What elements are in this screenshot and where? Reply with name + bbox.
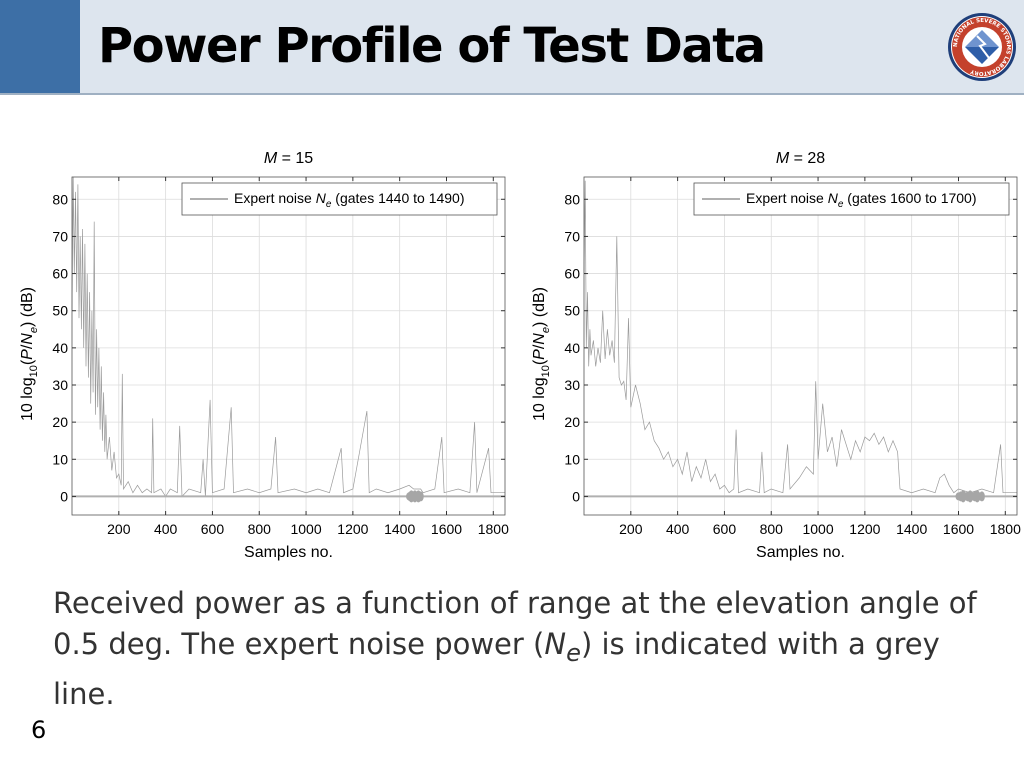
x-tick-label: 400: [154, 521, 178, 537]
plot-area: [584, 177, 1017, 515]
x-tick-label: 1200: [337, 521, 368, 537]
noise-gate-point: [417, 491, 424, 502]
y-tick-label: 30: [564, 377, 580, 393]
slide-title: Power Profile of Test Data: [98, 18, 766, 74]
y-tick-label: 70: [564, 228, 580, 244]
y-tick-label: 50: [52, 303, 68, 319]
y-tick-label: 30: [52, 377, 68, 393]
x-tick-label: 200: [619, 521, 643, 537]
y-tick-label: 80: [564, 191, 580, 207]
caption-symbol: N: [544, 627, 567, 661]
x-tick-label: 600: [201, 521, 225, 537]
x-tick-label: 1400: [896, 521, 927, 537]
noise-gate-point: [978, 491, 985, 502]
legend-box: [693, 182, 1010, 216]
x-axis-label: Samples no.: [756, 544, 845, 561]
y-tick-label: 20: [564, 414, 580, 430]
x-tick-label: 400: [666, 521, 690, 537]
y-tick-label: 40: [52, 340, 68, 356]
legend-label: Expert noise Ne (gates 1600 to 1700): [746, 190, 977, 210]
plot-area: [72, 177, 505, 515]
chart-title: M = 28: [776, 150, 825, 167]
y-axis-label: 10 log10(P/Ne) (dB): [19, 287, 40, 421]
caption-subscript: e: [566, 638, 581, 667]
y-tick-label: 40: [564, 340, 580, 356]
y-tick-label: 10: [564, 451, 580, 467]
x-tick-label: 600: [713, 521, 737, 537]
x-axis-label: Samples no.: [244, 544, 333, 561]
x-tick-label: 1200: [849, 521, 880, 537]
y-tick-label: 10: [52, 451, 68, 467]
x-tick-label: 1600: [943, 521, 974, 537]
nssl-logo: NATIONAL SEVERE STORMS LABORATORY: [948, 13, 1016, 81]
x-tick-label: 1600: [431, 521, 462, 537]
x-tick-label: 800: [248, 521, 272, 537]
power-series-line: [583, 180, 1017, 494]
x-tick-label: 800: [760, 521, 784, 537]
plot-frame: [71, 176, 506, 516]
power-series-line: [71, 176, 505, 498]
y-tick-label: 80: [52, 191, 68, 207]
x-tick-label: 1400: [384, 521, 415, 537]
legend-label: Expert noise Ne (gates 1440 to 1490): [234, 190, 465, 210]
x-tick-label: 1800: [990, 521, 1021, 537]
y-tick-label: 0: [572, 488, 580, 504]
caption: Received power as a function of range at…: [53, 583, 1003, 715]
chart-m15: 200 400 600 800 1000 1200 1400 1600 1800 0 10 20 30 4…: [0, 140, 512, 570]
chart-title: M = 15: [264, 150, 313, 167]
y-tick-label: 60: [564, 266, 580, 282]
title-bar-accent: [0, 0, 80, 93]
chart-m28: 200 400 600 800 1000 1200 1400 1600 1800 0 10 20 30 4…: [512, 140, 1024, 570]
y-tick-label: 70: [52, 228, 68, 244]
x-tick-label: 1000: [290, 521, 321, 537]
y-tick-label: 20: [52, 414, 68, 430]
x-tick-label: 1800: [478, 521, 509, 537]
y-tick-label: 60: [52, 266, 68, 282]
y-tick-label: 0: [60, 488, 68, 504]
y-axis-label: 10 log10(P/Ne) (dB): [531, 287, 552, 421]
caption-text-end: ) is indicated with a grey line.: [53, 627, 940, 711]
plot-frame: [583, 176, 1018, 516]
y-tick-label: 50: [564, 303, 580, 319]
legend-box: [181, 182, 498, 216]
title-bar: [0, 0, 1024, 93]
x-tick-label: 1000: [802, 521, 833, 537]
slide-number: 6: [31, 716, 47, 744]
x-tick-label: 200: [107, 521, 131, 537]
title-bar-divider: [0, 93, 1024, 95]
caption-text-start: Received power as a function of range at…: [53, 586, 977, 661]
